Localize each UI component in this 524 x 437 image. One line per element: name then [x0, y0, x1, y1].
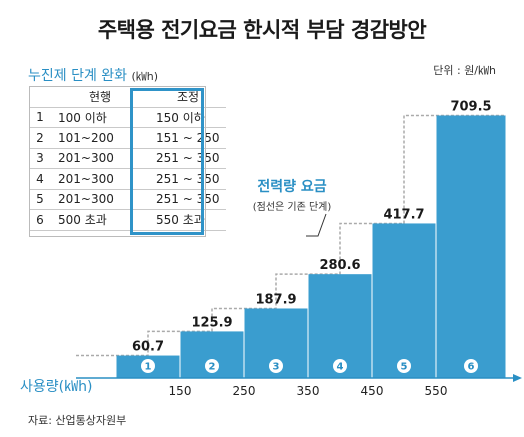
bar-value-label: 280.6 [319, 258, 360, 273]
table-row: 6 500 초과 550 초과 [30, 209, 226, 231]
x-tick-label: 550 [425, 384, 448, 398]
row-index: 1 [30, 107, 50, 128]
x-tick-label: 250 [233, 384, 256, 398]
tier-number-badge [397, 359, 411, 373]
series-annotation: 전력량 요금 (점선은 기존 단계) [232, 176, 352, 213]
row-index: 3 [30, 148, 50, 169]
header-index [30, 87, 50, 108]
tier-number-badge [205, 359, 219, 373]
bars: 60.7 1 125.9 2 187.9 3 280.6 4 417.7 5 709.5 6 [116, 99, 506, 379]
row-current: 201~300 [50, 148, 150, 169]
row-current: 201~300 [50, 168, 150, 190]
tier-number-badge [269, 359, 283, 373]
tier-number-badge [141, 359, 155, 373]
row-adjusted: 150 이하 [150, 107, 226, 128]
x-axis-arrow [513, 374, 522, 382]
chart-title: 주택용 전기요금 한시적 부담 경감방안 [97, 18, 427, 42]
tier-number-label: 1 [145, 362, 152, 373]
table-title-text: 누진제 단계 완화 [28, 68, 128, 84]
x-tick-label: 350 [297, 384, 320, 398]
tier-number-label: 6 [468, 362, 475, 373]
series-annotation-note: (점선은 기존 단계) [252, 202, 332, 213]
row-current: 201~300 [50, 189, 150, 210]
header-current: 현행 [50, 87, 150, 108]
row-adjusted: 550 초과 [150, 209, 226, 231]
row-current: 500 초과 [50, 209, 150, 231]
table-row: 5 201~300 251 ~ 350 [30, 189, 226, 210]
header-adjusted: 조정 [150, 87, 226, 108]
x-tick-label: 150 [169, 384, 192, 398]
x-tick-label: 450 [361, 384, 384, 398]
table-row: 1 100 이하 150 이하 [30, 107, 226, 128]
row-current: 100 이하 [50, 107, 150, 128]
annotation-pointer [306, 213, 327, 237]
table-unit: (㎾h) [131, 70, 159, 83]
row-index: 5 [30, 189, 50, 210]
table-row: 3 201~300 251 ~ 350 [30, 148, 226, 169]
bar-value-label: 417.7 [383, 207, 424, 222]
existing-tier-dashed-lines [76, 114, 506, 357]
unit-note: 단위 : 원/㎾h [433, 64, 496, 77]
row-index: 4 [30, 168, 50, 190]
tier-number-label: 3 [273, 362, 280, 373]
x-ticks: 150 250 350 450 550 [169, 384, 448, 398]
bar-value-label: 60.7 [132, 340, 164, 355]
tier-number-label: 2 [209, 362, 216, 373]
existing-tier-step-line [76, 114, 506, 357]
table-title: 누진제 단계 완화 (㎾h) [28, 65, 158, 85]
table-header-row: 현행 조정 [30, 87, 226, 108]
series-name: 전력량 요금 [257, 179, 327, 195]
row-index: 6 [30, 209, 50, 231]
x-axis-label: 사용량(㎾h) [20, 379, 93, 395]
tier-number-badge [333, 359, 347, 373]
tier-number-badge [464, 359, 478, 373]
tier-number-label: 4 [337, 362, 344, 373]
bar-value-label: 187.9 [255, 292, 296, 307]
bar [372, 223, 436, 378]
row-current: 101~200 [50, 127, 150, 149]
bar-value-label: 709.5 [450, 99, 491, 114]
tier-number-label: 5 [401, 362, 408, 373]
bar-value-label: 125.9 [191, 315, 232, 330]
source-note: 자료: 산업통상자원부 [28, 414, 127, 427]
bar [436, 115, 506, 379]
row-index: 2 [30, 127, 50, 149]
